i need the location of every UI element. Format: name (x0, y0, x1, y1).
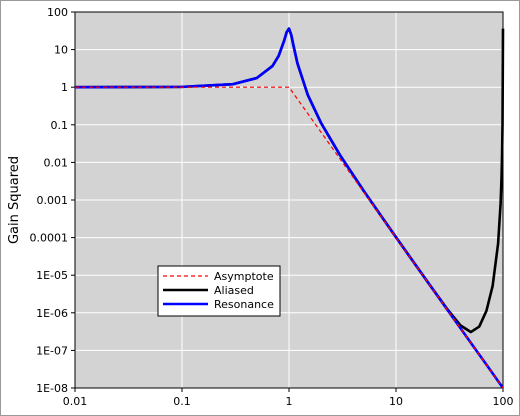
y-tick-label: 0.001 (37, 194, 69, 207)
y-tick-label: 0.01 (44, 156, 69, 169)
y-tick-label: 0.1 (51, 119, 69, 132)
legend-label: Aliased (214, 284, 254, 297)
x-tick-label: 100 (493, 395, 514, 408)
y-tick-label: 0.0001 (30, 232, 69, 245)
y-tick-label: 10 (54, 44, 68, 57)
y-tick-label: 1E-08 (36, 382, 68, 395)
axes-box (74, 11, 504, 389)
series-line (75, 86, 504, 389)
legend-label: Resonance (214, 298, 274, 311)
y-tick-label: 1E-06 (36, 307, 68, 320)
x-tick-label: 0.01 (63, 395, 88, 408)
y-tick-label: 1E-07 (36, 344, 68, 357)
legend-label: Asymptote (214, 270, 274, 283)
y-tick-label: 1 (61, 81, 68, 94)
x-tick-label: 0.1 (173, 395, 191, 408)
x-tick-label: 10 (389, 395, 403, 408)
x-tick-label: 1 (286, 395, 293, 408)
y-axis-label: Gain Squared (7, 156, 22, 244)
y-tick-label: 1E-05 (36, 269, 68, 282)
y-tick-label: 100 (47, 6, 68, 19)
